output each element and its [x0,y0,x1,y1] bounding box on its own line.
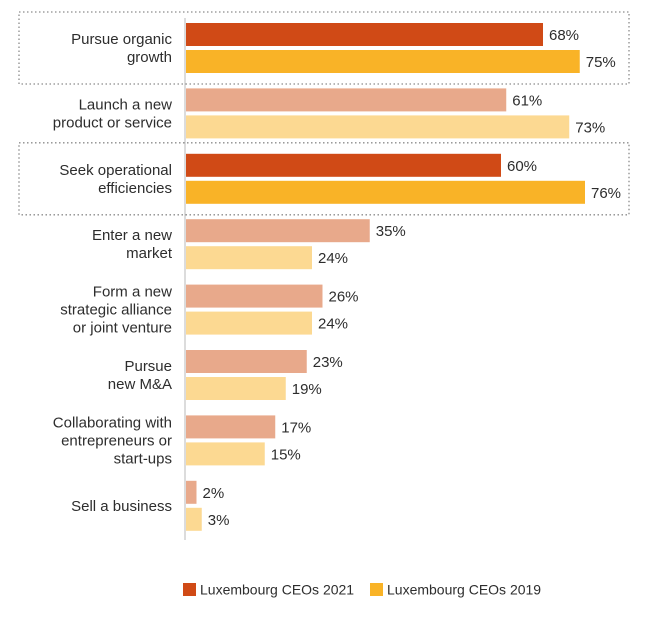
value-label: 19% [292,381,322,398]
value-label: 2% [203,485,225,502]
bar-2021 [186,153,501,177]
bar-2019 [186,180,585,204]
value-label: 3% [208,512,230,529]
category-label: efficiencies [98,180,172,197]
highlight-box [18,11,630,85]
value-label: 23% [313,354,343,371]
bar-2021 [186,415,276,439]
bar-2021 [186,350,307,373]
category-label: market [126,245,173,262]
category-label: Sell a business [71,498,172,515]
bar-2019 [186,246,312,270]
value-label: 68% [549,27,579,44]
bar-2019 [186,507,202,531]
category-label: new M&A [108,376,172,393]
bar-2021 [186,480,197,504]
value-label: 61% [512,92,542,109]
category-label: or joint venture [73,320,172,337]
bar-2019 [186,442,265,466]
value-label: 15% [271,446,301,463]
value-label: 73% [575,119,605,136]
bars [186,23,585,531]
category-label: start-ups [114,450,172,467]
category-label: Form a new [93,284,172,301]
value-label: 60% [507,158,537,175]
category-label: strategic alliance [60,302,172,319]
category-label: product or service [53,114,172,131]
value-label: 24% [318,250,348,267]
bar-2019 [186,50,580,73]
bar-2021 [186,23,543,46]
bar-2019 [186,311,312,335]
value-label: 24% [318,316,348,333]
value-label: 26% [329,289,359,306]
bar-2019 [186,377,286,400]
legend-swatch [370,583,383,596]
value-label: 76% [591,185,621,202]
bar-2021 [186,219,370,243]
value-label: 75% [586,54,616,71]
bar-2021 [186,88,507,112]
category-label: entrepreneurs or [61,432,172,449]
category-label: Pursue [124,358,172,375]
legend-label: Luxembourg CEOs 2021 [200,582,354,598]
highlight-box [18,142,630,216]
category-label: growth [127,49,172,66]
category-label: Collaborating with [53,414,172,431]
value-labels: 68% 75% 61% 73% 60% 76% 35% 24% 26% 24% 23% 19% 17% 1… [203,27,622,529]
category-label: Seek operational [59,162,172,179]
category-label: Enter a new [92,227,172,244]
value-label: 17% [281,419,311,436]
legend-swatch [183,583,196,596]
value-label: 35% [376,223,406,240]
category-label: Launch a new [79,96,173,113]
highlight-boxes [18,11,630,216]
legend: Luxembourg CEOs 2021 Luxembourg CEOs 2019 [183,582,541,598]
legend-label: Luxembourg CEOs 2019 [387,582,541,598]
bar-2019 [186,115,570,139]
category-label: Pursue organic [71,31,172,48]
bar-2021 [186,284,323,308]
